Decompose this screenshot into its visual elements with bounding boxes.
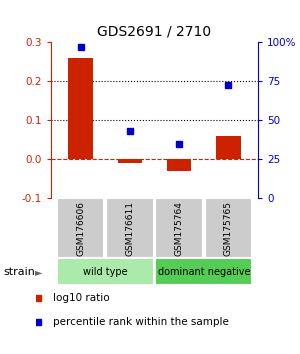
Text: GSM175764: GSM175764 [175,201,184,256]
Bar [57,198,104,258]
Bar [167,159,191,171]
Bar [106,198,154,258]
Bar [216,136,241,159]
Bar [205,198,252,258]
Bar [118,159,142,163]
Text: ►: ► [34,267,42,277]
Bar [57,258,154,285]
Bar [68,58,93,159]
Bar [155,258,252,285]
Text: wild type: wild type [83,267,128,277]
Text: percentile rank within the sample: percentile rank within the sample [52,316,229,327]
Title: GDS2691 / 2710: GDS2691 / 2710 [98,24,212,39]
Text: strain: strain [3,267,35,277]
Text: GSM176606: GSM176606 [76,201,85,256]
Text: log10 ratio: log10 ratio [52,293,109,303]
Text: GSM176611: GSM176611 [125,201,134,256]
Text: GSM175765: GSM175765 [224,201,233,256]
Text: dominant negative: dominant negative [158,267,250,277]
Bar [155,198,203,258]
